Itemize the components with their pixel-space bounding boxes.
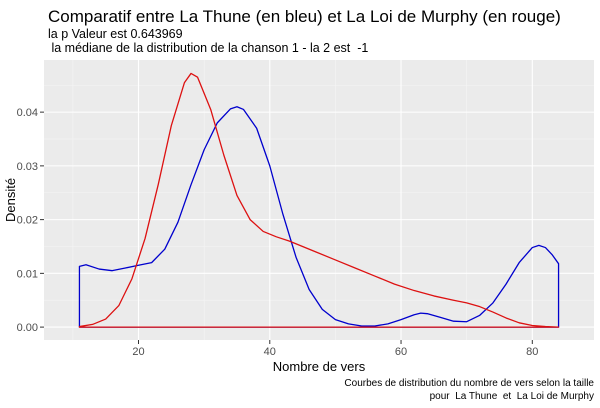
y-tick-label: 0.02 [17, 215, 38, 227]
y-tick-label: 0.01 [17, 268, 38, 280]
x-tick-label: 40 [264, 346, 276, 358]
x-tick-label: 20 [132, 346, 144, 358]
plot-panel [44, 60, 594, 340]
y-tick-label: 0.00 [17, 322, 38, 334]
chart-subtitle-line-2: la médiane de la distribution de la chan… [48, 41, 368, 55]
tick-labels: 20 40 60 80 0.00 0.01 0.02 0.03 0.04 [17, 107, 539, 358]
density-curve-la-loi-de-murphy [78, 72, 560, 328]
x-axis-label: Nombre de vers [273, 359, 366, 374]
y-axis-label: Densité [3, 178, 18, 222]
caption-line-1: Courbes de distribution du nombre de ver… [344, 378, 594, 389]
chart-subtitle-line-1: la p Valeur est 0.643969 [48, 27, 183, 41]
axis-ticks [40, 111, 533, 344]
series-layer [78, 72, 560, 328]
caption-line-2: pour La Thune et La Loi de Murphy [430, 391, 594, 402]
x-tick-label: 60 [395, 346, 407, 358]
density-curve-la-thune [78, 106, 560, 328]
chart-title: Comparatif entre La Thune (en bleu) et L… [48, 7, 561, 26]
y-tick-label: 0.03 [17, 161, 38, 173]
x-tick-label: 80 [526, 346, 538, 358]
y-tick-label: 0.04 [17, 107, 38, 119]
